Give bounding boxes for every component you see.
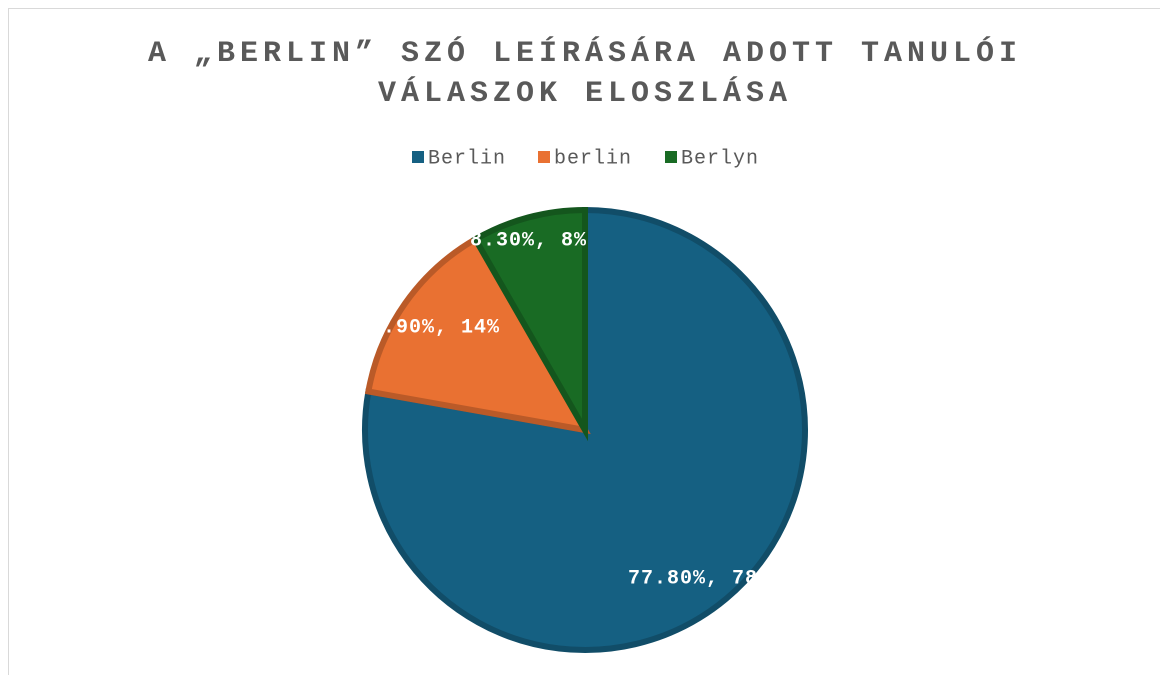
legend: Berlin berlin Berlyn xyxy=(412,147,759,170)
data-labels: 77.80%, 78% 13.90%, 14% 8.30%, 8% xyxy=(357,229,771,590)
legend-label: Berlin xyxy=(428,147,506,170)
chart-frame xyxy=(8,8,1160,675)
data-label: 77.80%, 78% xyxy=(628,567,771,590)
legend-label: Berlyn xyxy=(681,147,759,170)
data-label: 13.90%, 14% xyxy=(357,316,500,339)
legend-swatch xyxy=(538,151,550,163)
chart-title: A „BERLIN” SZÓ LEÍRÁSÁRA ADOTT TANULÓI V… xyxy=(147,37,1023,111)
slices xyxy=(362,206,808,653)
legend-label: berlin xyxy=(554,147,632,170)
pie-slice xyxy=(364,235,591,435)
legend-swatch xyxy=(412,151,424,163)
legend-swatch xyxy=(665,151,677,163)
pie-slice xyxy=(471,206,588,442)
data-label: 8.30%, 8% xyxy=(470,229,587,252)
pie-slice xyxy=(362,206,808,653)
